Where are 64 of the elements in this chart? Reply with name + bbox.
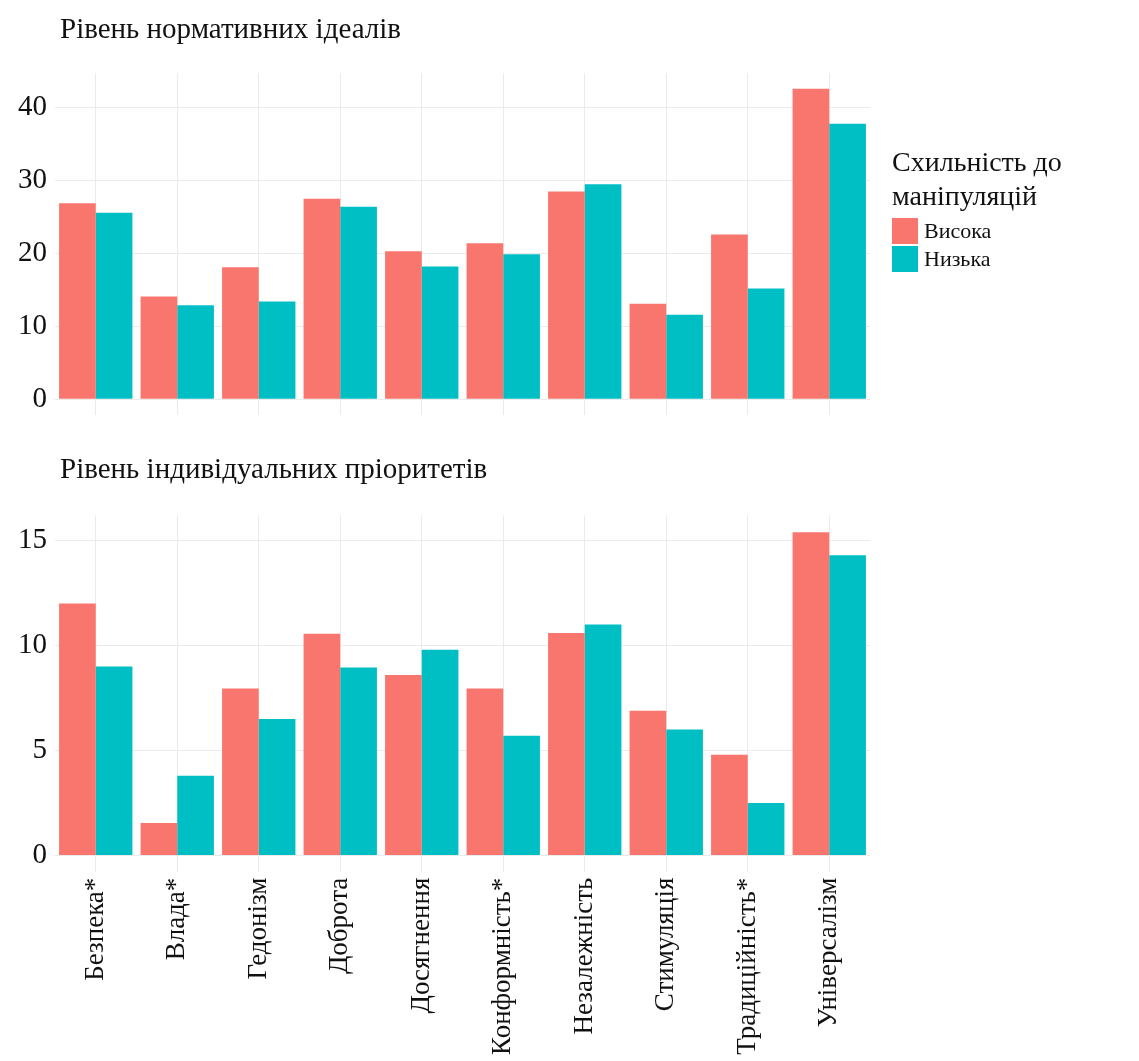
bar [385, 251, 422, 399]
x-tick-label: Гедонізм [241, 877, 272, 980]
y-tick-label: 5 [32, 732, 47, 765]
bar [340, 206, 377, 399]
bar [177, 775, 214, 855]
bar [666, 729, 703, 855]
bar [466, 688, 504, 855]
bar [59, 203, 96, 399]
bar [95, 666, 133, 855]
bar [421, 266, 459, 399]
bar [548, 191, 585, 399]
bar [140, 296, 178, 399]
y-tick-label: 0 [32, 837, 47, 870]
bar [711, 234, 748, 399]
bar [666, 314, 703, 399]
x-tick-label: Влада* [160, 877, 191, 961]
bar [747, 288, 785, 399]
bar [629, 710, 667, 855]
bar [548, 632, 585, 855]
bar [340, 667, 377, 855]
legend-title: Схильність до маніпуляцій [892, 145, 1063, 213]
y-tick-label: 20 [18, 235, 47, 268]
bar [258, 301, 296, 399]
x-tick-label: Стимуляція [649, 877, 680, 1012]
x-tick-label: Досягнення [404, 877, 435, 1014]
bar [466, 243, 504, 399]
y-tick-label: 30 [18, 162, 47, 195]
y-tick-label: 10 [18, 627, 47, 660]
x-tick-label: Незалежність [567, 877, 598, 1035]
x-tick-label: Конформність* [486, 877, 517, 1056]
legend-label: Низька [924, 246, 991, 272]
bar [303, 633, 341, 855]
bar [222, 688, 259, 855]
bar [792, 88, 830, 399]
bar [503, 254, 540, 399]
bar [829, 555, 866, 855]
x-tick-label: Доброта [323, 877, 354, 975]
bar [385, 674, 422, 855]
bar [303, 198, 341, 399]
x-tick-label: Безпека* [78, 877, 109, 981]
bar [59, 603, 96, 855]
y-tick-label: 0 [32, 380, 47, 413]
bar [829, 123, 866, 399]
x-tick-label: Традиційність* [730, 877, 761, 1055]
bar [177, 305, 214, 399]
y-tick-label: 40 [18, 89, 47, 122]
bar [792, 532, 830, 855]
bar [222, 267, 259, 399]
bar [503, 735, 540, 855]
x-tick-label: Універсалізм [812, 877, 843, 1028]
bar [95, 212, 133, 399]
chart-title: Рівень індивідуальних пріоритетів [60, 452, 488, 485]
chart-title: Рівень нормативних ідеалів [60, 12, 401, 45]
bar [140, 822, 178, 855]
bar [258, 719, 296, 855]
bar [629, 303, 667, 399]
bar [584, 624, 622, 855]
y-tick-label: 15 [18, 522, 47, 555]
bar [584, 184, 622, 399]
bar [747, 803, 785, 855]
bar [711, 754, 748, 855]
y-tick-label: 10 [18, 307, 47, 340]
legend-label: Висока [924, 218, 992, 244]
bar [421, 649, 459, 855]
